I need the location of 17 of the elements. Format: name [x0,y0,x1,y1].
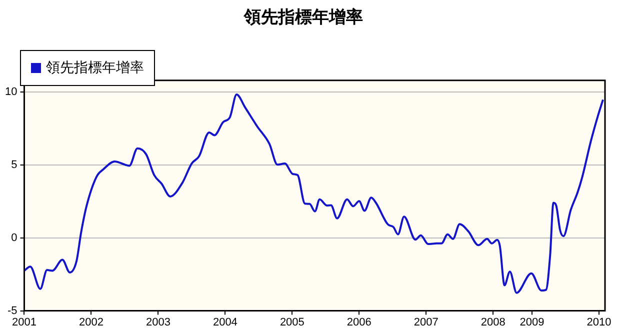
line-series [24,94,604,294]
x-tick-label: 2010 [586,316,612,328]
x-tick-label: 2009 [520,316,544,328]
x-tick-label: 2006 [346,316,372,328]
y-tick-label: 5 [11,159,18,172]
x-tick-label: 2008 [480,316,506,328]
x-tick-label: 2004 [212,316,238,328]
y-tick-label: -5 [7,304,18,317]
x-tick-label: 2002 [78,316,104,328]
y-tick-label: 0 [11,232,18,244]
x-tick-label: 2003 [146,316,170,328]
legend-label: 領先指標年增率 [46,59,144,77]
x-tick-label: 2001 [12,316,36,328]
y-tick-label: 10 [4,86,18,98]
chart-title: 領先指標年增率 [243,8,363,28]
x-tick-label: 2005 [280,316,304,328]
x-tick-label: 2007 [414,316,438,328]
